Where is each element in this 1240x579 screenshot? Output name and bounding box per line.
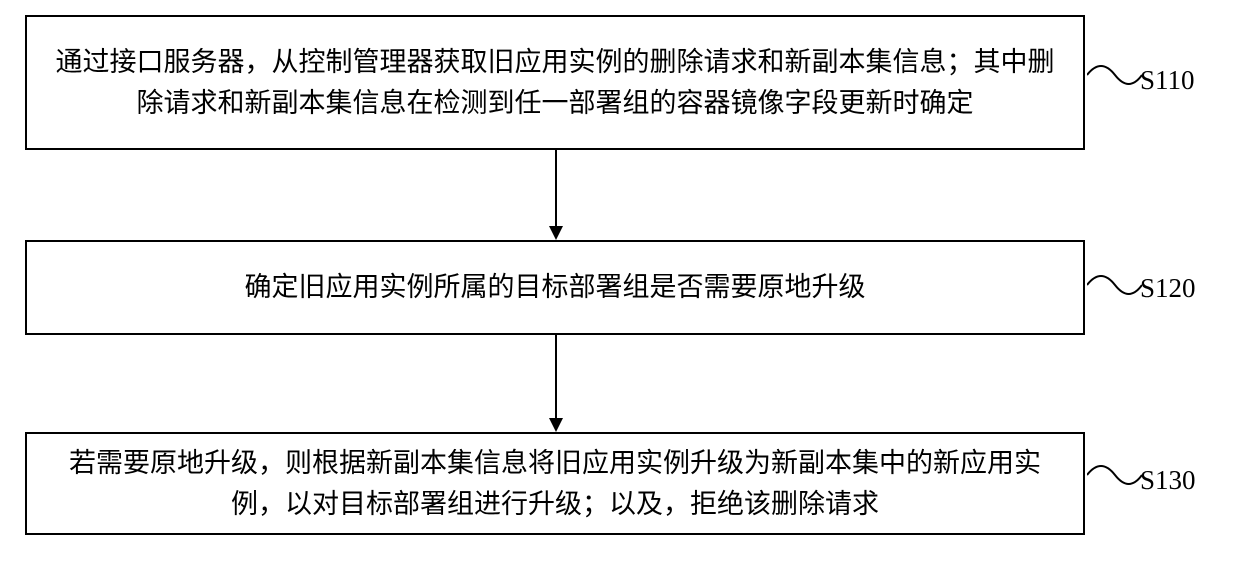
flowchart-node-s110: 通过接口服务器，从控制管理器获取旧应用实例的删除请求和新副本集信息；其中删除请求…: [25, 15, 1085, 150]
node-label-s130: S130: [1140, 465, 1196, 496]
flowchart-node-s130: 若需要原地升级，则根据新副本集信息将旧应用实例升级为新副本集中的新应用实例，以对…: [25, 432, 1085, 535]
flowchart-node-s120: 确定旧应用实例所属的目标部署组是否需要原地升级: [25, 240, 1085, 335]
label-connector-s130: [1087, 455, 1142, 495]
label-text: S120: [1140, 273, 1196, 303]
node-label-s120: S120: [1140, 273, 1196, 304]
node-text: 通过接口服务器，从控制管理器获取旧应用实例的删除请求和新副本集信息；其中删除请求…: [47, 42, 1063, 123]
label-connector-s120: [1087, 265, 1142, 305]
label-text: S130: [1140, 465, 1196, 495]
node-text: 确定旧应用实例所属的目标部署组是否需要原地升级: [245, 267, 866, 308]
arrow-s110-s120: [546, 150, 566, 240]
node-text: 若需要原地升级，则根据新副本集信息将旧应用实例升级为新副本集中的新应用实例，以对…: [47, 443, 1063, 524]
label-connector-s110: [1087, 55, 1142, 95]
flowchart-container: 通过接口服务器，从控制管理器获取旧应用实例的删除请求和新副本集信息；其中删除请求…: [0, 0, 1240, 579]
label-text: S110: [1140, 65, 1195, 95]
arrow-s120-s130: [546, 335, 566, 432]
node-label-s110: S110: [1140, 65, 1195, 96]
